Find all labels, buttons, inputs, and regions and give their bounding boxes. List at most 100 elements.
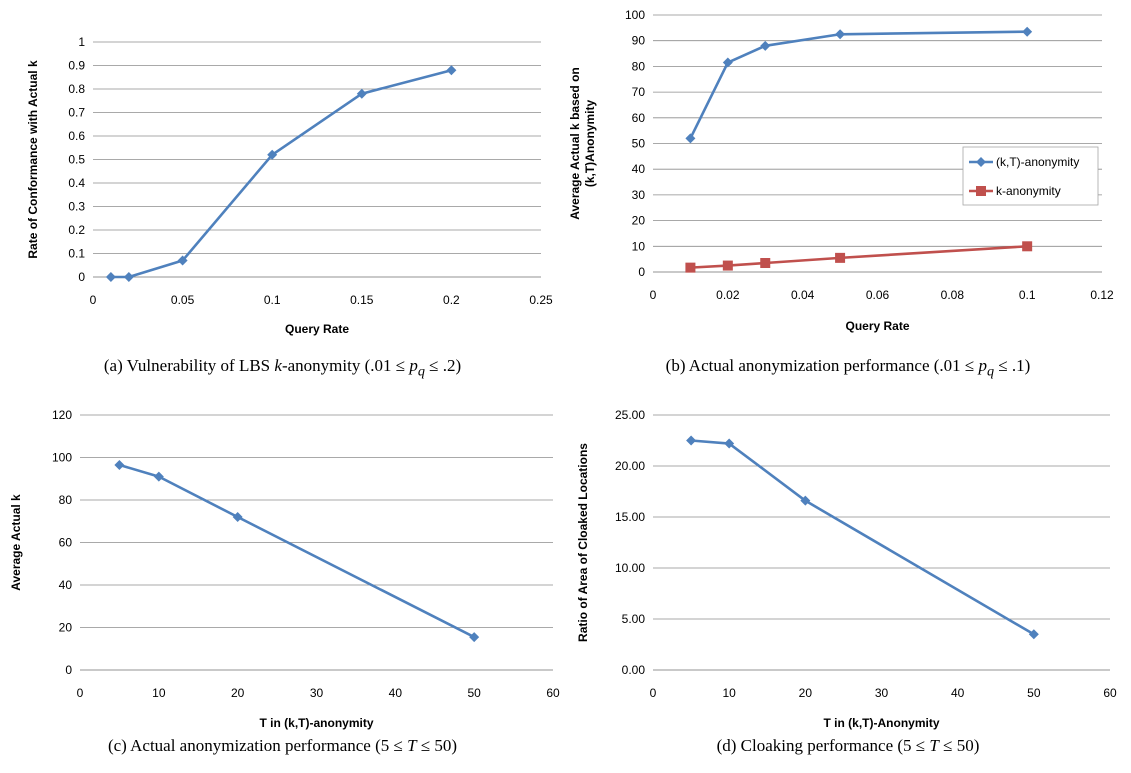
data-point bbox=[469, 632, 480, 643]
y-tick-label: 15.00 bbox=[615, 510, 645, 524]
data-point bbox=[722, 57, 733, 68]
chart-panel-a: 0 0.1 0.2 0.3 0.4 0.5 0.6 0.7 0.8 0.9 1 0 0.05 0.1 0.1… bbox=[0, 0, 565, 390]
y-tick-label: 40 bbox=[632, 162, 646, 176]
x-tick-label: 0.05 bbox=[171, 293, 195, 307]
x-tick-label: 20 bbox=[799, 686, 813, 700]
x-tick-label: 50 bbox=[1027, 686, 1041, 700]
chart-a: 0 0.1 0.2 0.3 0.4 0.5 0.6 0.7 0.8 0.9 1 0 0.05 0.1 0.1… bbox=[26, 35, 553, 336]
x-tick-label: 0.1 bbox=[264, 293, 281, 307]
series-line-1 bbox=[689, 30, 1028, 139]
data-point bbox=[760, 258, 771, 269]
x-tick-label: 40 bbox=[951, 686, 965, 700]
y-tick-label: 60 bbox=[632, 111, 646, 125]
x-axis-title: T in (k,T)-Anonymity bbox=[824, 716, 940, 730]
series-line-2 bbox=[690, 245, 1028, 269]
data-point bbox=[724, 438, 735, 449]
x-tick-label: 0.25 bbox=[529, 293, 553, 307]
x-tick-label: 60 bbox=[1103, 686, 1117, 700]
y-tick-label: 100 bbox=[625, 8, 645, 22]
y-tick-label: 25.00 bbox=[615, 408, 645, 422]
x-tick-label: 20 bbox=[231, 686, 245, 700]
y-tick-label: 80 bbox=[632, 59, 646, 73]
data-point bbox=[123, 272, 134, 282]
y-tick-label: 0.4 bbox=[68, 176, 85, 190]
y-axis-title: Average Actual k based on(k,T)Anonymity bbox=[568, 67, 597, 220]
legend-marker bbox=[976, 157, 986, 167]
y-tick-label: 10.00 bbox=[615, 561, 645, 575]
caption-c: (c) Actual anonymization performance (5 … bbox=[107, 736, 458, 755]
y-tick-label: 0 bbox=[65, 663, 72, 677]
series-line-1 bbox=[119, 463, 475, 639]
x-axis-title: T in (k,T)-anonymity bbox=[260, 716, 374, 730]
x-tick-label: 0.2 bbox=[443, 293, 460, 307]
x-tick-label: 0 bbox=[77, 686, 84, 700]
data-point bbox=[114, 459, 125, 470]
y-tick-label: 70 bbox=[632, 85, 646, 99]
y-axis-title-line: (k,T)Anonymity bbox=[583, 100, 597, 188]
caption-a: (a) Vulnerability of LBS k-anonymity (.0… bbox=[103, 356, 462, 380]
chart-panel-b: 0 10 20 30 40 50 60 70 80 90 100 0 0.02 0.04 0.06 0.08 0… bbox=[565, 0, 1131, 390]
x-tick-label: 0.08 bbox=[941, 288, 965, 302]
y-tick-label: 0.9 bbox=[68, 59, 85, 73]
data-point bbox=[1022, 241, 1033, 252]
y-tick-label: 20.00 bbox=[615, 459, 645, 473]
data-point bbox=[153, 471, 164, 482]
chart-panel-c: 0 20 40 60 80 100 120 0 10 20 30 40 50 60 T in (k,T)-a… bbox=[0, 390, 565, 773]
y-tick-label: 1 bbox=[78, 35, 85, 49]
y-tick-label: 0.8 bbox=[68, 82, 85, 96]
chart-panel-d: 0.00 5.00 10.00 15.00 20.00 25.00 0 10 20 30 40 50 6… bbox=[565, 390, 1131, 773]
chart-d: 0.00 5.00 10.00 15.00 20.00 25.00 0 10 20 30 40 50 6… bbox=[576, 408, 1117, 730]
y-tick-label: 50 bbox=[632, 137, 646, 151]
y-tick-label: 0.3 bbox=[68, 200, 85, 214]
legend-label: (k,T)-anonymity bbox=[996, 155, 1079, 169]
legend-marker bbox=[976, 186, 986, 196]
chart-c: 0 20 40 60 80 100 120 0 10 20 30 40 50 60 T in (k,T)-a… bbox=[9, 408, 560, 730]
x-tick-label: 0.1 bbox=[1019, 288, 1036, 302]
x-tick-label: 0.15 bbox=[350, 293, 374, 307]
x-tick-label: 0.04 bbox=[791, 288, 815, 302]
y-tick-label: 30 bbox=[632, 188, 646, 202]
y-tick-label: 0.7 bbox=[68, 106, 85, 120]
data-point bbox=[685, 262, 696, 273]
x-tick-label: 30 bbox=[875, 686, 889, 700]
legend-label: k-anonymity bbox=[996, 184, 1061, 198]
data-point bbox=[722, 260, 733, 271]
y-tick-label: 60 bbox=[59, 536, 73, 550]
x-tick-label: 0 bbox=[90, 293, 97, 307]
data-point bbox=[177, 255, 188, 266]
y-tick-label: 0.6 bbox=[68, 129, 85, 143]
x-tick-label: 0.12 bbox=[1090, 288, 1114, 302]
y-tick-label: 120 bbox=[52, 408, 72, 422]
data-point bbox=[232, 512, 243, 522]
y-tick-label: 0.00 bbox=[622, 663, 646, 677]
legend: (k,T)-anonymity k-anonymity bbox=[962, 146, 1099, 206]
x-tick-label: 0 bbox=[650, 686, 657, 700]
y-axis-title: Average Actual k bbox=[9, 494, 23, 591]
y-tick-label: 0.1 bbox=[68, 247, 85, 261]
y-tick-label: 80 bbox=[59, 493, 73, 507]
x-tick-label: 60 bbox=[546, 686, 560, 700]
y-tick-label: 40 bbox=[59, 578, 73, 592]
data-point bbox=[800, 495, 811, 506]
x-tick-label: 10 bbox=[152, 686, 166, 700]
data-point bbox=[686, 435, 697, 446]
y-tick-label: 5.00 bbox=[622, 612, 646, 626]
data-point bbox=[267, 149, 278, 160]
y-tick-label: 0 bbox=[638, 265, 645, 279]
data-point bbox=[356, 88, 367, 99]
x-tick-label: 0 bbox=[650, 288, 657, 302]
caption-b: (b) Actual anonymization performance (.0… bbox=[665, 356, 1031, 380]
y-tick-label: 10 bbox=[632, 239, 646, 253]
data-point bbox=[446, 65, 457, 76]
y-tick-label: 0.5 bbox=[68, 153, 85, 167]
x-axis-title: Query Rate bbox=[285, 322, 349, 336]
series-line-1 bbox=[110, 68, 452, 279]
y-axis-title: Rate of Conformance with Actual k bbox=[26, 60, 40, 259]
data-point bbox=[835, 252, 846, 263]
x-tick-label: 40 bbox=[389, 686, 403, 700]
x-tick-label: 0.02 bbox=[716, 288, 740, 302]
x-tick-label: 0.06 bbox=[866, 288, 890, 302]
data-point bbox=[1028, 629, 1039, 640]
y-tick-label: 100 bbox=[52, 451, 72, 465]
